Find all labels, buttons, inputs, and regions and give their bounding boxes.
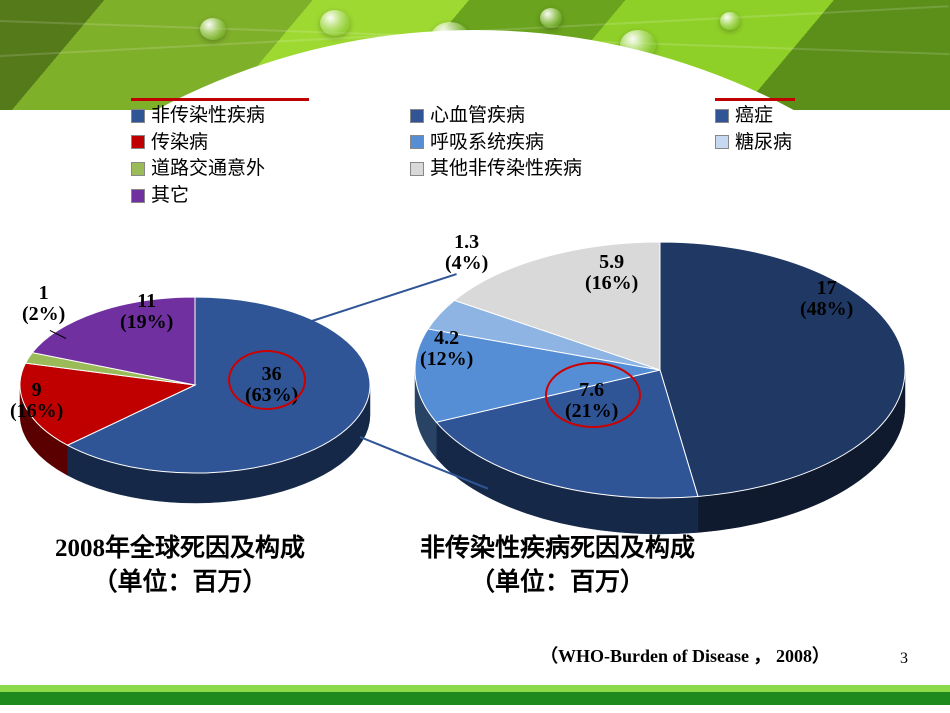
pie-slice-label: 4.2(12%) bbox=[420, 328, 473, 370]
caption-left-line1: 2008年全球死因及构成 bbox=[55, 535, 305, 562]
pie-slice-label: 17(48%) bbox=[800, 278, 853, 320]
highlight-circle bbox=[545, 362, 641, 428]
pie-slice-label: 1.3(4%) bbox=[445, 232, 488, 274]
caption-right-line1: 非传染性疾病死因及构成 bbox=[420, 535, 695, 562]
caption-left-line2: （单位：百万） bbox=[93, 569, 268, 596]
page-number: 3 bbox=[900, 650, 908, 668]
caption-right-line2: （单位：百万） bbox=[470, 569, 645, 596]
caption-left: 2008年全球死因及构成 （单位：百万） bbox=[55, 532, 305, 600]
slide-root: { "background": { "green_bar_dark": "#1e… bbox=[0, 0, 950, 713]
source-citation: （WHO-Burden of Disease ， 2008） bbox=[540, 642, 830, 668]
pie-slice-label: 5.9(16%) bbox=[585, 252, 638, 294]
caption-right: 非传染性疾病死因及构成 （单位：百万） bbox=[420, 532, 695, 600]
footer-green-bar bbox=[0, 685, 950, 705]
